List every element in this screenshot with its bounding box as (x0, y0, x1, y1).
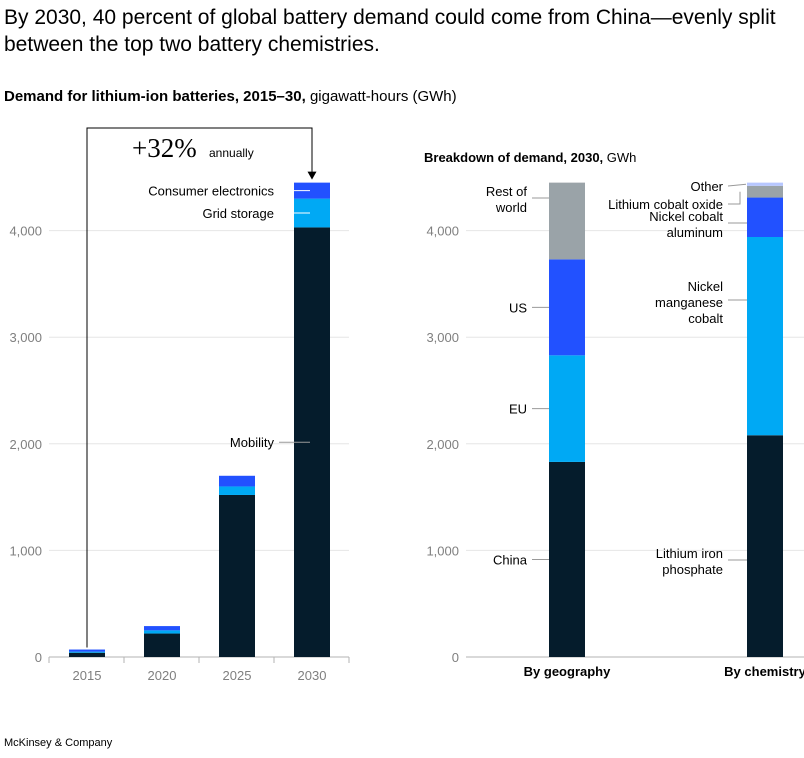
right-ytick-label: 1,000 (426, 543, 459, 558)
series-label-mobility: Mobility (230, 435, 275, 450)
right-xtick-label: By chemistry (724, 664, 804, 679)
bar-segment-consumer-electronics (294, 182, 330, 199)
growth-arrow-head (307, 171, 317, 180)
segment-label-line: Rest of (486, 184, 528, 199)
left-xtick-label: 2015 (73, 668, 102, 683)
segment-label-line: Nickel (688, 279, 724, 294)
left-xtick-label: 2030 (298, 668, 327, 683)
headline: By 2030, 40 percent of global battery de… (4, 6, 776, 56)
chart-subtitle: Demand for lithium-ion batteries, 2015–3… (4, 88, 457, 105)
left-xtick-label: 2020 (148, 668, 177, 683)
bar-segment-nickel-cobalt-aluminum (747, 197, 783, 237)
segment-label-lithium-cobalt-oxide: Lithium cobalt oxide (608, 197, 723, 212)
segment-label-nickel-cobalt-aluminum: Nickel cobalt aluminum (649, 209, 723, 240)
chart-subtitle-bold: Demand for lithium-ion batteries, 2015–3… (4, 88, 306, 105)
battery-demand-charts: 0 1,000 2,000 3,000 4,000 2015 2020 2025 2030 Con… (9, 127, 804, 683)
bar-segment-eu (549, 355, 585, 462)
segment-leader-line (728, 191, 741, 205)
segment-label-china: China (493, 552, 528, 567)
segment-label-eu: EU (509, 402, 527, 417)
right-chart-title-bold: Breakdown of demand, 2030, (424, 150, 603, 165)
segment-label-line: phosphate (662, 562, 723, 577)
growth-rate-text: annually (209, 146, 254, 160)
bar-segment-consumer-electronics (69, 649, 105, 652)
bar-segment-grid-storage (219, 486, 255, 495)
segment-label-rest-of-world: Rest of world (486, 184, 528, 215)
bar-segment-nickel-manganese-cobalt (747, 236, 783, 436)
growth-rate-value: +32% (132, 133, 197, 163)
bar-segment-other (747, 182, 783, 186)
segment-label-line: Nickel cobalt (649, 209, 723, 224)
bar-segment-consumer-electronics (144, 626, 180, 631)
bar-segment-us (549, 259, 585, 356)
bar-segment-china (549, 461, 585, 657)
left-ytick-label: 2,000 (9, 437, 42, 452)
bar-segment-consumer-electronics (219, 475, 255, 487)
segment-label-line: Lithium iron (656, 546, 723, 561)
bar-segment-lithium-iron-phosphate (747, 435, 783, 657)
segment-label-line: China (493, 552, 528, 567)
segment-label-line: cobalt (688, 311, 723, 326)
left-ytick-label: 3,000 (9, 330, 42, 345)
bar-segment-grid-storage (144, 630, 180, 634)
left-ytick-label: 0 (35, 650, 42, 665)
segment-label-line: US (509, 300, 527, 315)
segment-label-other: Other (690, 179, 723, 194)
segment-label-nickel-manganese-cobalt: Nickel manganese cobalt (655, 279, 723, 326)
left-ytick-label: 4,000 (9, 224, 42, 239)
footer-brand: McKinsey & Company (4, 737, 113, 749)
segment-label-line: EU (509, 402, 527, 417)
bar-segment-mobility (69, 652, 105, 657)
right-ytick-label: 4,000 (426, 224, 459, 239)
bar-segment-mobility (144, 633, 180, 657)
bar-segment-lithium-cobalt-oxide (747, 185, 783, 198)
right-ytick-label: 3,000 (426, 330, 459, 345)
segment-label-line: aluminum (667, 225, 723, 240)
right-chart-title-unit: GWh (603, 150, 636, 165)
bar-segment-rest-of-world (549, 182, 585, 260)
right-chart-title: Breakdown of demand, 2030, GWh (424, 150, 636, 165)
right-xtick-label: By geography (524, 664, 611, 679)
right-ytick-label: 2,000 (426, 437, 459, 452)
left-xtick-label: 2025 (223, 668, 252, 683)
growth-bracket-line (86, 127, 313, 648)
segment-label-line: Other (690, 179, 723, 194)
segment-label-lithium-iron-phosphate: Lithium iron phosphate (656, 546, 723, 577)
left-ytick-label: 1,000 (9, 543, 42, 558)
series-label-grid-storage: Grid storage (202, 206, 274, 221)
segment-label-line: manganese (655, 295, 723, 310)
segment-label-line: Lithium cobalt oxide (608, 197, 723, 212)
segment-leader-line (727, 183, 747, 187)
segment-label-us: US (509, 300, 527, 315)
right-ytick-label: 0 (452, 650, 459, 665)
segment-label-line: world (495, 200, 527, 215)
series-label-consumer-electronics: Consumer electronics (148, 184, 274, 199)
bar-segment-grid-storage (69, 651, 105, 653)
growth-label-bg (128, 131, 264, 163)
bar-segment-mobility (219, 494, 255, 657)
chart-subtitle-unit: gigawatt-hours (GWh) (309, 88, 457, 105)
